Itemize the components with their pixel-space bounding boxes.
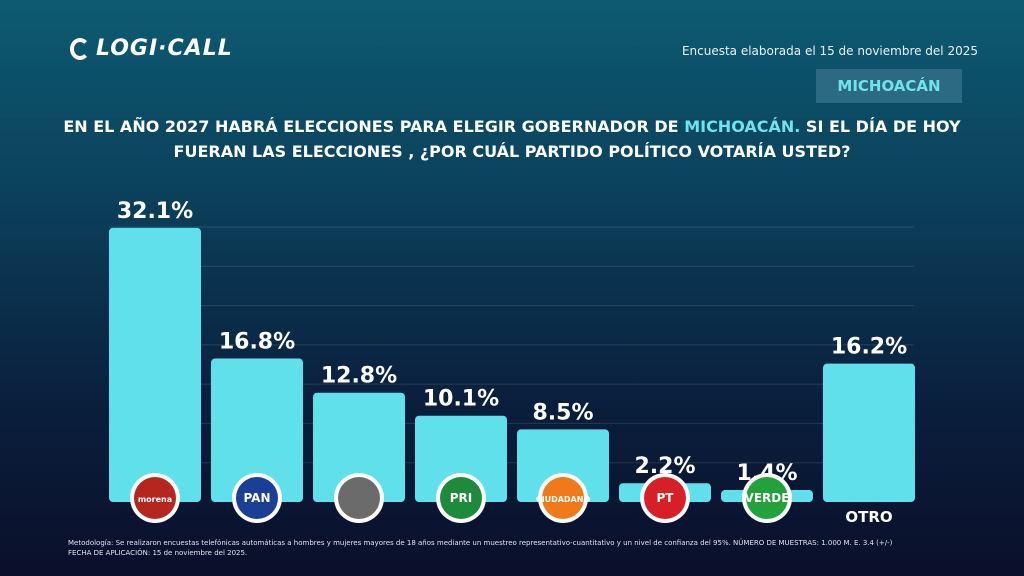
category-label: OTRO — [845, 508, 892, 526]
data-label: 12.8% — [321, 364, 397, 389]
party-logo-fill — [440, 477, 482, 519]
data-label: 8.5% — [532, 400, 593, 425]
party-logo-fill — [236, 477, 278, 519]
bar-3 — [415, 415, 507, 502]
state-badge: MICHOACÁN — [816, 69, 962, 103]
party-logo-text: PRI — [450, 491, 473, 505]
bar-1 — [211, 358, 303, 502]
methodology-text: Metodología: Se realizaron encuestas tel… — [68, 539, 893, 547]
data-label: 16.8% — [219, 330, 295, 355]
data-label: 32.1% — [117, 199, 193, 224]
data-label: 10.1% — [423, 387, 499, 412]
question-title: EN EL AÑO 2027 HABRÁ ELECCIONES PARA ELE… — [40, 114, 984, 164]
logo-icon — [70, 37, 90, 60]
application-date: FECHA DE APLICACIÓN: 15 de noviembre del… — [68, 549, 248, 557]
methodology-footer: Metodología: Se realizaron encuestas tel… — [68, 538, 892, 558]
brand-name: LOGI·CALL — [96, 36, 233, 61]
survey-date: Encuesta elaborada el 15 de noviembre de… — [681, 44, 978, 58]
party-logo-fill — [134, 477, 176, 519]
party-logo-text: PT — [657, 491, 675, 505]
party-logo-text: VERDE — [745, 491, 790, 505]
party-logo-text: morena — [138, 495, 172, 504]
bar-7 — [823, 363, 915, 502]
bar-0 — [109, 227, 201, 502]
data-label: 16.2% — [831, 335, 907, 360]
party-logo-text: CIUDADANO — [536, 495, 591, 504]
question-part1: EN EL AÑO 2027 HABRÁ ELECCIONES PARA ELE… — [63, 117, 685, 136]
party-logo-fill — [338, 477, 380, 519]
party-logo-fill — [746, 477, 788, 519]
logicall-logo: LOGI·CALL — [70, 36, 233, 61]
party-logo-fill — [644, 477, 686, 519]
question-highlight: MICHOACÁN. — [684, 117, 801, 136]
party-logo-text: PAN — [243, 491, 270, 505]
bar-2 — [313, 392, 405, 502]
bar-4 — [517, 429, 609, 502]
question-part2: SI EL DÍA DE HOY FUERAN LAS ELECCIONES ,… — [173, 117, 961, 161]
party-logo-fill — [542, 477, 584, 519]
